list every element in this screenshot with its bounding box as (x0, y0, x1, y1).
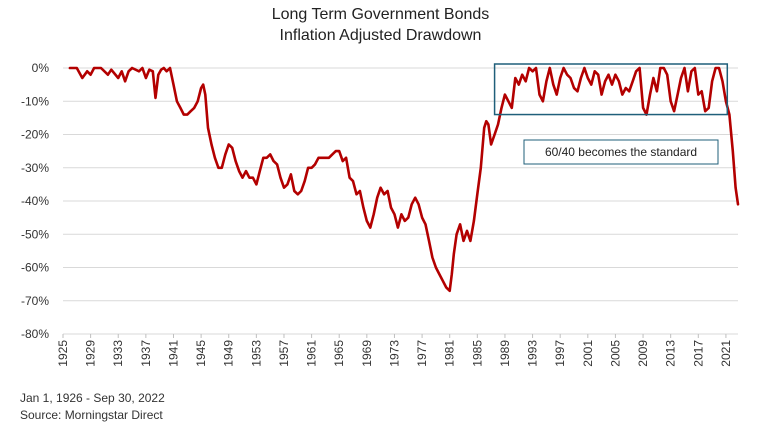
x-tick-label: 1929 (84, 340, 98, 367)
x-tick-label: 1989 (498, 340, 512, 367)
x-tick-label: 2009 (636, 340, 650, 367)
x-tick-label: 1973 (387, 340, 401, 367)
x-tick-label: 1981 (443, 340, 457, 367)
x-tick-label: 1957 (277, 340, 291, 367)
x-tick-label: 2017 (691, 340, 705, 367)
footer-source: Source: Morningstar Direct (20, 408, 163, 422)
chart-title-line2: Inflation Adjusted Drawdown (279, 27, 482, 44)
x-tick-label: 1937 (139, 340, 153, 367)
grid-lines (63, 67, 738, 335)
x-tick-label: 1949 (222, 340, 236, 367)
x-tick-label: 1965 (332, 340, 346, 367)
x-tick-label: 2005 (608, 340, 622, 367)
highlight-box (493, 63, 729, 116)
x-tick-label: 1985 (470, 340, 484, 367)
x-axis: 1925 1929 1933 1937 1941 1945 1949 1953 1957 1961… (56, 334, 733, 367)
annotation-label-box (523, 139, 719, 165)
x-tick-label: 1925 (56, 340, 70, 367)
series-line-drawdown (68, 66, 740, 293)
annotation: 60/40 becomes the standard (493, 63, 729, 165)
y-tick-label: -80% (21, 327, 49, 341)
y-tick-label: -30% (21, 161, 49, 175)
y-tick-label: -50% (21, 227, 49, 241)
footer-date-range: Jan 1, 1926 - Sep 30, 2022 (20, 391, 165, 405)
y-tick-label: -20% (21, 128, 49, 142)
y-tick-label: 0% (32, 61, 50, 75)
x-tick-label: 1953 (249, 340, 263, 367)
x-tick-label: 1945 (194, 340, 208, 367)
annotation-label: 60/40 becomes the standard (545, 145, 697, 159)
y-tick-label: -10% (21, 94, 49, 108)
series-group (68, 66, 740, 293)
y-tick-label: -60% (21, 261, 49, 275)
chart-title: Long Term Government Bonds Inflation Adj… (0, 4, 761, 46)
x-tick-label: 1969 (360, 340, 374, 367)
x-tick-label: 1933 (111, 340, 125, 367)
x-tick-label: 2013 (664, 340, 678, 367)
y-tick-label: -70% (21, 294, 49, 308)
x-tick-label: 2001 (581, 340, 595, 367)
x-tick-label: 1961 (305, 340, 319, 367)
drawdown-chart: 0%-10%-20%-30%-40%-50%-60%-70%-80% 1925 1… (21, 61, 740, 367)
y-tick-label: -40% (21, 194, 49, 208)
x-tick-label: 1941 (166, 340, 180, 367)
chart-title-line1: Long Term Government Bonds (271, 6, 490, 23)
x-tick-label: 1993 (526, 340, 540, 367)
x-tick-label: 1997 (553, 340, 567, 367)
y-axis: 0% -10% -20% -30% -40% -50% -60% -70% -80% (21, 61, 49, 341)
x-tick-label: 1977 (415, 340, 429, 367)
x-tick-label: 2021 (719, 340, 733, 367)
